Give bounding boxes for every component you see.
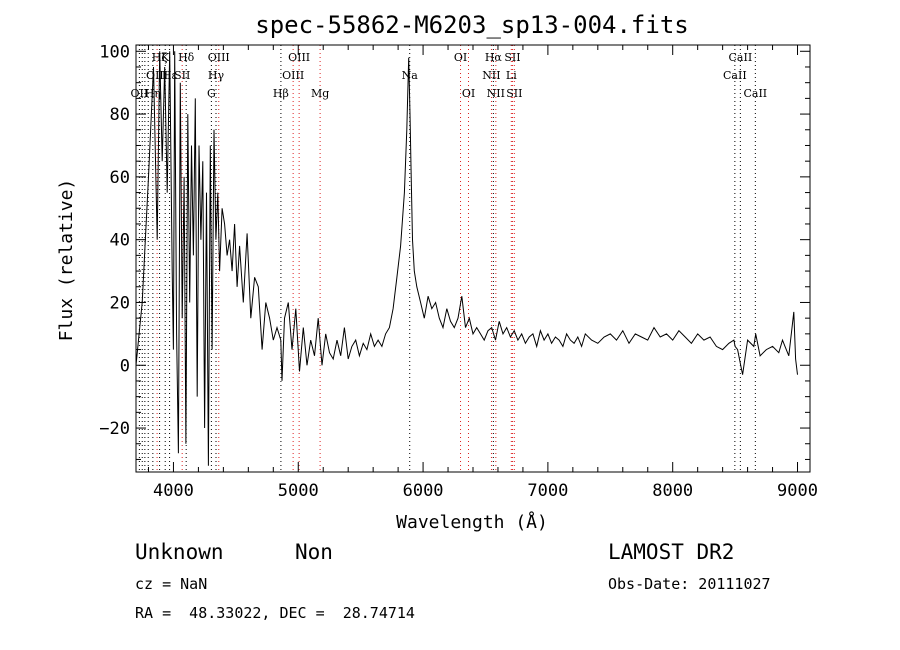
- radec-text: RA = 48.33022, DEC = 28.74714: [135, 604, 415, 622]
- y-tick-label: 80: [110, 105, 130, 125]
- cz-text: cz = NaN: [135, 575, 208, 593]
- line-label: Na: [402, 69, 419, 82]
- line-label: Mg: [311, 87, 329, 100]
- line-label: Hγ: [208, 69, 225, 82]
- y-axis-label: Flux (relative): [56, 179, 77, 342]
- line-label: SII: [174, 69, 190, 82]
- line-label: CaII: [743, 87, 767, 100]
- y-tick-label: 100: [99, 42, 130, 62]
- obsdate-text: Obs-Date: 20111027: [608, 575, 771, 593]
- line-label: K: [161, 51, 170, 64]
- line-label: OIII: [282, 69, 304, 82]
- line-label: Hδ: [178, 51, 195, 64]
- line-label: OIII: [146, 69, 168, 82]
- plot-frame: [135, 44, 811, 473]
- y-tick-label: 20: [110, 293, 130, 313]
- spectrum-series: [135, 51, 798, 466]
- axis-ticks: 4000 5000 6000 7000 8000 9000 −20 0 20 40 60 80 100: [99, 42, 818, 501]
- x-axis-label: Wavelength (Å): [396, 511, 548, 533]
- line-label: Hη: [145, 87, 161, 100]
- y-tick-label: 0: [120, 356, 130, 376]
- chart-title: spec-55862-M6203_sp13-004.fits: [255, 11, 688, 39]
- line-label: OI: [462, 87, 475, 100]
- x-tick-label: 7000: [527, 481, 568, 501]
- x-tick-label: 6000: [403, 481, 444, 501]
- class-text: Unknown: [135, 540, 224, 564]
- subclass-text: Non: [295, 540, 333, 564]
- line-label: G: [207, 87, 216, 100]
- x-tick-label: 5000: [278, 481, 319, 501]
- line-label: CaII: [723, 69, 747, 82]
- line-label: Li: [506, 69, 517, 82]
- line-labels: OIIHηOIIIHζKHεHδSIIGHγOIIIHβOIIIOIIIMgNa…: [131, 51, 768, 100]
- line-markers: [138, 45, 756, 472]
- x-tick-label: 8000: [652, 481, 693, 501]
- y-tick-label: 60: [110, 168, 130, 188]
- line-label: SII: [504, 51, 520, 64]
- line-label: OII: [131, 87, 149, 100]
- y-tick-label: 40: [110, 231, 130, 251]
- x-tick-label: 4000: [153, 481, 194, 501]
- line-label: OIII: [208, 51, 230, 64]
- x-tick-label: 9000: [777, 481, 818, 501]
- survey-text: LAMOST DR2: [608, 540, 735, 564]
- line-label: Hβ: [273, 87, 289, 100]
- line-label: CaII: [729, 51, 753, 64]
- y-tick-label: −20: [99, 419, 130, 439]
- line-label: OI: [454, 51, 467, 64]
- line-label: OIII: [288, 51, 310, 64]
- line-label: Hα: [485, 51, 503, 64]
- line-label: SII: [506, 87, 522, 100]
- line-label: NII: [482, 69, 500, 82]
- line-label: NII: [487, 87, 505, 100]
